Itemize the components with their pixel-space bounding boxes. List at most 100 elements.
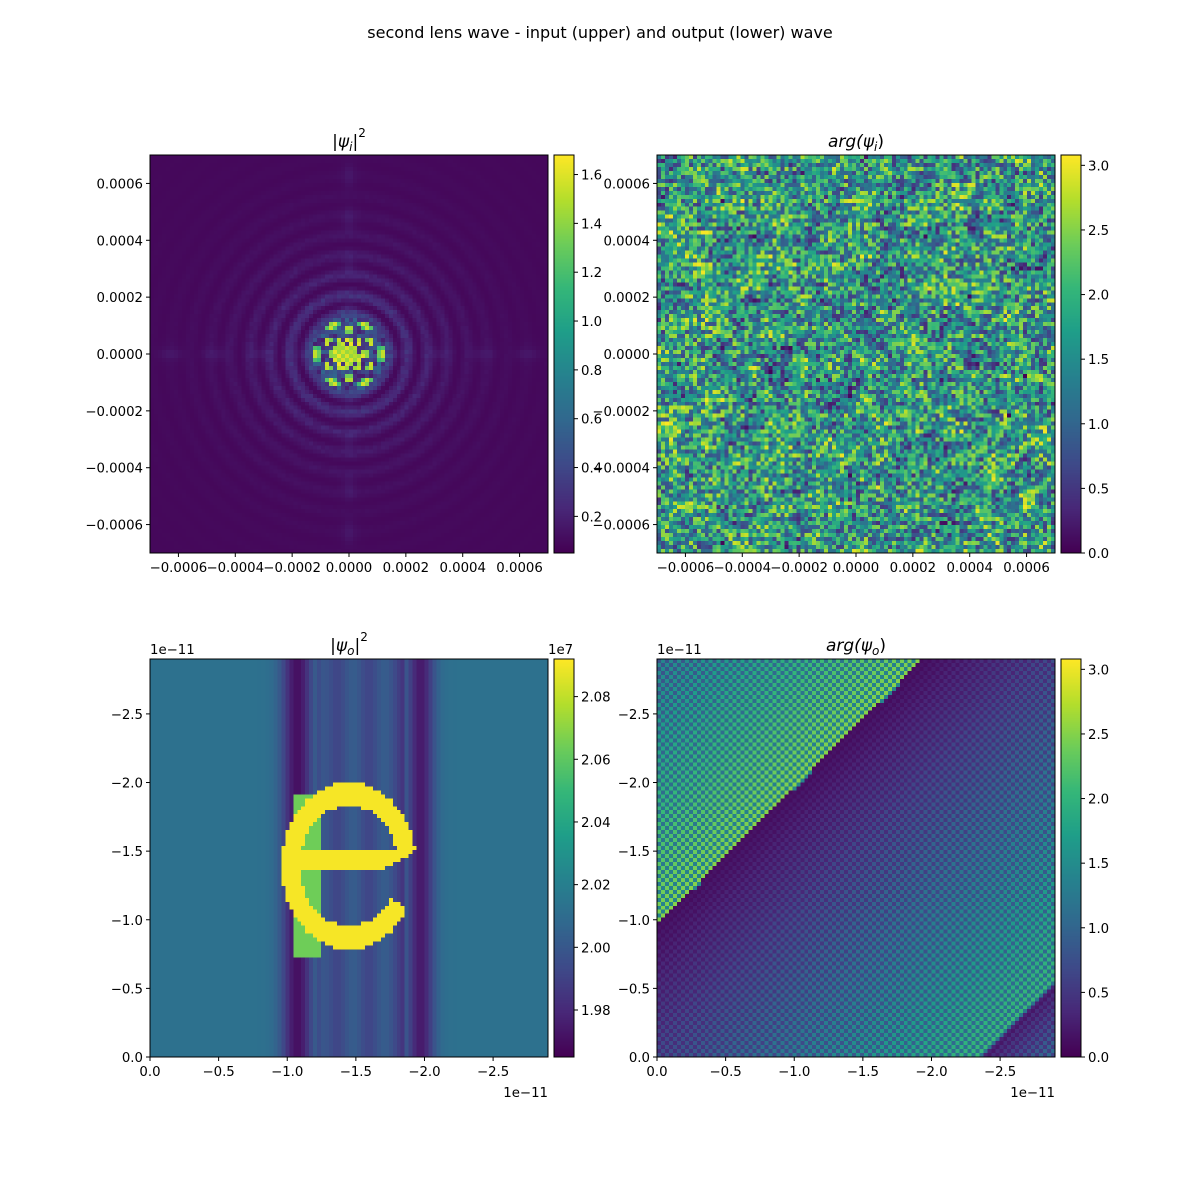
x-tick-label: −0.0004 <box>206 561 264 576</box>
colorbar-frame <box>1060 154 1082 554</box>
y-tick-label: 0.0006 <box>603 177 650 192</box>
y-tick-label: −0.0006 <box>85 519 143 534</box>
colorbar-tick-label: 0.8 <box>581 364 602 379</box>
colorbar-tick-label: 3.0 <box>1088 159 1109 174</box>
colorbar-tick-label: 0.5 <box>1088 482 1109 497</box>
x-tick-label: −0.0006 <box>150 561 208 576</box>
y-tick-label: −1.0 <box>618 914 650 929</box>
colorbar-tick-label: 0.5 <box>1088 986 1109 1001</box>
y-offset-label: 1e−11 <box>150 643 195 658</box>
x-tick-label: 0.0 <box>646 1065 667 1080</box>
colorbar-tick-label: 2.0 <box>1088 793 1109 808</box>
x-tick-label: 0.0000 <box>833 561 880 576</box>
x-tick-label: 0.0002 <box>383 561 430 576</box>
colorbar-tick-label: 1.0 <box>581 315 602 330</box>
y-tick-label: −0.0004 <box>85 462 143 477</box>
x-tick-label: −1.0 <box>778 1065 810 1080</box>
y-tick-label: 0.0004 <box>603 234 650 249</box>
colorbar-tick-label: 2.5 <box>1088 728 1109 743</box>
x-tick-label: 0.0006 <box>1003 561 1050 576</box>
x-tick-label: −0.5 <box>202 1065 234 1080</box>
colorbar-tick-label: 1.0 <box>1088 418 1109 433</box>
colorbar-tick-label: 1.4 <box>581 217 602 232</box>
x-tick-label: −0.0002 <box>770 561 828 576</box>
colorbar-tick-label: 1.98 <box>581 1004 611 1019</box>
heatmap-image <box>150 659 548 1057</box>
x-tick-label: −1.5 <box>847 1065 879 1080</box>
x-offset-label: 1e−11 <box>503 1086 548 1101</box>
x-tick-label: 0.0006 <box>496 561 543 576</box>
x-tick-label: −2.5 <box>984 1065 1016 1080</box>
colorbar-offset-label: 1e7 <box>548 643 573 658</box>
y-tick-label: 0.0002 <box>603 291 650 306</box>
x-tick-label: −0.0002 <box>263 561 321 576</box>
colorbar-tick-label: 0.0 <box>1088 547 1109 562</box>
y-tick-label: −0.0002 <box>592 405 650 420</box>
x-tick-label: 0.0002 <box>890 561 937 576</box>
y-tick-label: 0.0 <box>629 1051 650 1066</box>
y-tick-label: −1.5 <box>618 845 650 860</box>
y-tick-label: −2.5 <box>111 708 143 723</box>
colorbar-tick-label: 1.5 <box>1088 353 1109 368</box>
panel-title: |ψo|2 <box>330 630 368 658</box>
colorbar-tick-label: 0.2 <box>581 510 602 525</box>
colorbar-tick-label: 2.04 <box>581 816 611 831</box>
y-tick-label: −0.0004 <box>592 462 650 477</box>
colorbar-tick-label: 0.4 <box>581 462 602 477</box>
y-tick-label: 0.0000 <box>96 348 143 363</box>
colorbar-tick-label: 2.00 <box>581 941 611 956</box>
colorbar-tick-label: 3.0 <box>1088 663 1109 678</box>
y-tick-label: −0.0002 <box>85 405 143 420</box>
heatmap-image <box>150 155 548 553</box>
x-tick-label: 0.0004 <box>946 561 993 576</box>
panel-title: |ψi|2 <box>332 126 366 154</box>
y-tick-label: −0.0006 <box>592 519 650 534</box>
x-tick-label: 0.0 <box>139 1065 160 1080</box>
x-tick-label: −1.5 <box>340 1065 372 1080</box>
x-tick-label: 0.0004 <box>439 561 486 576</box>
y-tick-label: −2.0 <box>618 777 650 792</box>
colorbar-tick-label: 1.5 <box>1088 857 1109 872</box>
y-tick-label: −0.5 <box>111 982 143 997</box>
panel-title: arg(ψo) <box>826 636 886 658</box>
y-tick-label: −1.0 <box>111 914 143 929</box>
colorbar-tick-label: 2.5 <box>1088 224 1109 239</box>
panel-2: arg(ψi)−0.0006 −0.0004 −0.0002 0.0000 0.0002… <box>592 132 1109 576</box>
colorbar <box>1061 659 1081 1057</box>
panel-4: arg(ψo) 0.0 −0.5 −1.0 −1.5 −2.0 −2.5 −2.5 −2.0 −1… <box>618 636 1109 1101</box>
colorbar-tick-label: 2.06 <box>581 753 611 768</box>
x-tick-label: −0.0004 <box>713 561 771 576</box>
plot-frame <box>149 658 549 1058</box>
y-tick-label: 0.0006 <box>96 177 143 192</box>
figure-suptitle: second lens wave - input (upper) and out… <box>367 23 832 42</box>
x-tick-label: −2.0 <box>408 1065 440 1080</box>
y-tick-label: −0.5 <box>618 982 650 997</box>
y-tick-label: 0.0002 <box>96 291 143 306</box>
y-tick-label: −1.5 <box>111 845 143 860</box>
colorbar-tick-label: 0.0 <box>1088 1051 1109 1066</box>
colorbar <box>1061 155 1081 553</box>
x-tick-label: −0.5 <box>709 1065 741 1080</box>
y-tick-label: −2.5 <box>618 708 650 723</box>
y-tick-label: 0.0004 <box>96 234 143 249</box>
heatmap-image <box>657 155 1055 553</box>
colorbar-tick-label: 2.0 <box>1088 289 1109 304</box>
colorbar-tick-label: 0.6 <box>581 413 602 428</box>
panel-title: arg(ψi) <box>828 132 884 154</box>
colorbar-frame <box>553 154 575 554</box>
plot-frame <box>656 658 1056 1058</box>
colorbar-frame <box>553 658 575 1058</box>
colorbar-tick-label: 1.0 <box>1088 922 1109 937</box>
y-tick-label: −2.0 <box>111 777 143 792</box>
colorbar-tick-label: 1.6 <box>581 169 602 184</box>
panel-3: |ψo|2 0.0 −0.5 −1.0 −1.5 −2.0 −2.5 −2.5 −2.0 −1.5… <box>111 630 611 1101</box>
colorbar <box>554 155 574 553</box>
colorbar-frame <box>1060 658 1082 1058</box>
colorbar <box>554 659 574 1057</box>
heatmap-image <box>657 659 1055 1057</box>
panel-1: |ψi|2−0.0006 −0.0004 −0.0002 0.0000 0.0002 0.… <box>85 126 602 576</box>
colorbar-tick-label: 2.02 <box>581 879 611 894</box>
colorbar-tick-label: 2.08 <box>581 691 611 706</box>
x-offset-label: 1e−11 <box>1010 1086 1055 1101</box>
